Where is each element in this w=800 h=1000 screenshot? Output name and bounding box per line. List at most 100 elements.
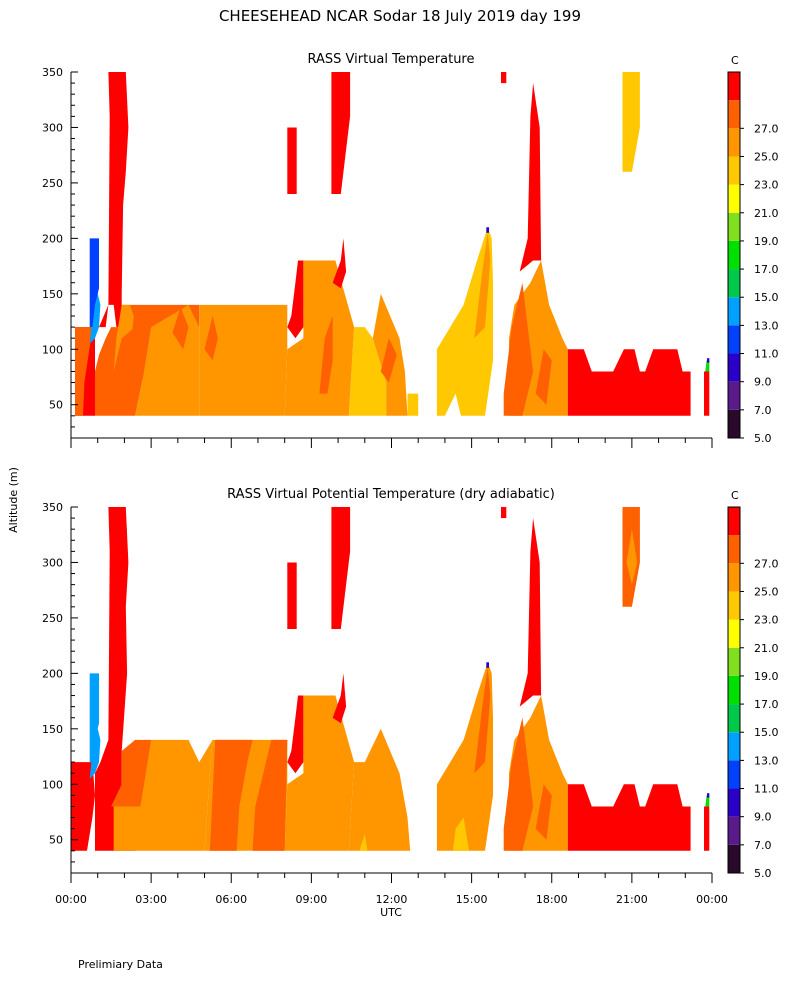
y-tick-label-350: 350 [42,66,63,79]
colorbar-label-9: 23.0 [754,614,779,627]
colorbar-swatch-12 [728,72,740,101]
colorbar-swatch-8 [728,184,740,213]
preliminary-data-note: Prelimiary Data [78,958,163,971]
contour-region-17 [348,327,387,416]
x-tick-label-3: 09:00 [296,893,328,906]
y-tick-label-50: 50 [49,399,63,412]
colorbar-swatch-7 [728,647,740,676]
colorbar-swatch-11 [728,100,740,129]
contour-region-25 [705,795,710,807]
contour-region-20 [407,393,419,416]
x-axis-label: UTC [380,906,402,919]
contour-region-23 [567,784,691,851]
contour-region-6 [89,238,99,328]
contour-region-18 [474,667,491,774]
colorbar-swatch-12 [728,507,740,536]
colorbar-label-7: 19.0 [754,670,779,683]
colorbar-label-8: 21.0 [754,642,779,655]
contour-region-2 [111,739,152,807]
contour-region-30 [486,662,489,668]
colorbar-label-11: 27.0 [754,122,779,135]
contour-region-10 [204,316,218,361]
contour-region-30 [706,358,710,363]
contour-region-3 [113,739,213,851]
contour-region-11 [287,260,304,339]
colorbar-label-6: 17.0 [754,698,779,711]
contour-region-27 [567,349,691,416]
colorbar-label-11: 27.0 [754,557,779,570]
y-tick-label-50: 50 [49,834,63,847]
contour-region-31 [501,72,507,84]
x-tick-label-4: 12:00 [376,893,408,906]
colorbar-swatch-6 [728,240,740,270]
contour-region-18 [354,293,408,416]
contour-region-9 [172,307,189,350]
contour-region-17 [452,817,469,851]
colorbar-label-4: 13.0 [754,319,779,332]
colorbar-swatch-6 [728,675,740,705]
colorbar-swatch-10 [728,563,740,592]
contour-region-22 [474,232,491,339]
colorbar-label-2: 9.0 [754,811,772,824]
colorbar-label-6: 17.0 [754,263,779,276]
contour-region-26 [706,793,710,798]
colorbar-label-3: 11.0 [754,783,779,796]
colorbar-unit: C [731,54,739,67]
contour-region-15 [359,834,368,851]
colorbar-swatch-11 [728,535,740,564]
y-tick-label-300: 300 [42,121,63,134]
contour-region-14 [348,728,411,851]
colorbar-label-0: 5.0 [754,867,772,880]
colorbar-swatch-4 [728,297,740,326]
y-tick-label-250: 250 [42,177,63,190]
colorbar-swatch-1 [728,816,740,845]
colorbar-label-2: 9.0 [754,376,772,389]
contour-region-16 [436,662,493,851]
contour-region-10 [284,695,355,851]
contour-region-16 [331,72,351,194]
contour-region-8 [199,304,288,416]
contour-region-24 [503,282,534,416]
colorbar-swatch-10 [728,128,740,157]
colorbar-swatch-5 [728,704,740,733]
contour-region-13 [331,507,351,629]
contour-region-28 [704,371,710,416]
colorbar-label-3: 11.0 [754,348,779,361]
colorbar-swatch-9 [728,591,740,620]
colorbar-swatch-7 [728,212,740,241]
y-tick-label-200: 200 [42,232,63,245]
contour-region-20 [503,717,534,851]
contour-region-4 [113,304,134,372]
contour-region-21 [535,784,552,840]
contour-region-12 [287,562,297,629]
x-tick-label-2: 06:00 [215,893,247,906]
y-tick-label-100: 100 [42,343,63,356]
contour-region-5 [209,739,253,851]
figure-title: CHEESEHEAD NCAR Sodar 18 July 2019 day 1… [219,7,581,25]
x-tick-label-0: 00:00 [55,893,87,906]
contour-region-9 [287,695,304,774]
y-tick-label-300: 300 [42,556,63,569]
contour-region-21 [436,227,493,416]
y-tick-label-100: 100 [42,778,63,791]
x-tick-label-1: 03:00 [135,893,167,906]
colorbar-unit: C [731,489,739,502]
colorbar-label-1: 7.0 [754,839,772,852]
colorbar-swatch-1 [728,381,740,410]
panel-title: RASS Virtual Potential Temperature (dry … [227,487,555,502]
colorbar-label-10: 25.0 [754,150,779,163]
colorbar-label-9: 23.0 [754,179,779,192]
contour-region-2 [99,72,129,328]
contour-region-7 [89,723,101,779]
colorbar-label-10: 25.0 [754,585,779,598]
colorbar-swatch-0 [728,844,740,873]
contour-region-32 [622,72,640,172]
contour-region-29 [705,360,710,372]
y-tick-label-200: 200 [42,667,63,680]
colorbar-swatch-5 [728,269,740,298]
panel-title: RASS Virtual Temperature [308,52,475,67]
contour-region-25 [535,349,552,405]
contour-region-26 [519,83,542,272]
contour-region-11 [332,673,347,724]
